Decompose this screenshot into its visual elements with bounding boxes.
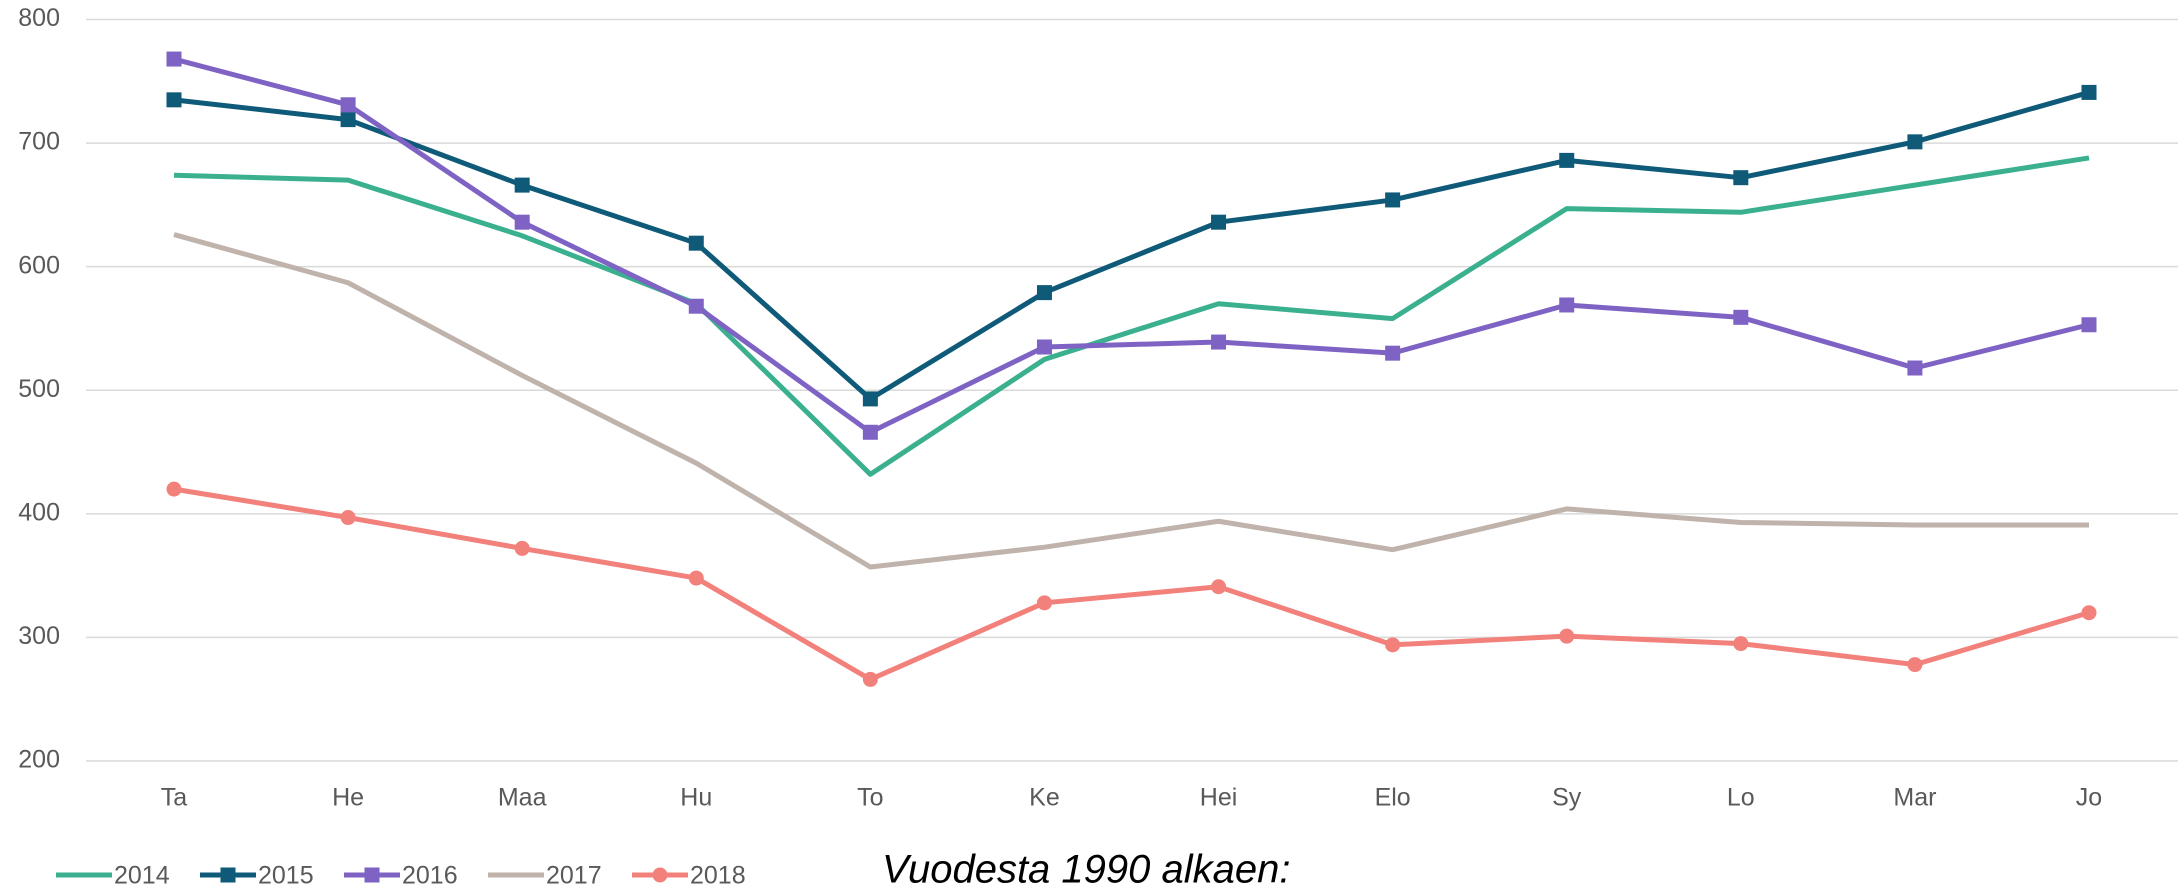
- marker: [220, 867, 236, 883]
- x-tick-label: Hei: [1200, 784, 1238, 812]
- x-tick-label: To: [857, 784, 883, 812]
- series-line: [173, 486, 2090, 682]
- marker: [1385, 192, 1401, 208]
- legend-label: 2015: [258, 862, 314, 889]
- marker: [1211, 334, 1227, 350]
- series-line: [173, 56, 2090, 435]
- x-tick-label: Ke: [1029, 784, 1060, 812]
- marker: [862, 391, 878, 407]
- series-line: [173, 232, 2089, 570]
- legend-label: 2017: [546, 862, 602, 889]
- legend-label: 2016: [402, 862, 458, 889]
- marker: [1036, 595, 1052, 611]
- x-tick-label: Sy: [1552, 784, 1582, 812]
- marker: [1211, 579, 1227, 595]
- marker: [1385, 345, 1401, 361]
- marker: [688, 235, 704, 251]
- marker: [364, 867, 380, 883]
- series-line: [173, 90, 2090, 402]
- marker: [1559, 152, 1575, 168]
- marker: [166, 51, 182, 67]
- x-tick-label: Lo: [1727, 784, 1755, 812]
- marker: [514, 177, 530, 193]
- marker: [340, 510, 356, 526]
- x-tick-label: Jo: [2076, 784, 2102, 812]
- marker: [1036, 339, 1052, 355]
- y-tick-label: 300: [18, 622, 60, 650]
- y-tick-label: 800: [18, 4, 60, 32]
- marker: [862, 671, 878, 687]
- marker: [340, 112, 356, 128]
- marker: [340, 97, 356, 113]
- y-tick-label: 500: [18, 375, 60, 403]
- marker: [514, 214, 530, 230]
- y-tick-label: 400: [18, 498, 60, 526]
- legend-label: 2014: [114, 862, 170, 889]
- marker: [1733, 309, 1749, 325]
- y-tick-label: 600: [18, 251, 60, 279]
- x-tick-label: Mar: [1893, 784, 1936, 812]
- series-line: [173, 155, 2090, 477]
- marker: [1036, 285, 1052, 301]
- marker: [862, 424, 878, 440]
- marker: [1907, 134, 1923, 150]
- marker: [166, 92, 182, 108]
- marker: [652, 867, 668, 883]
- marker: [1559, 628, 1575, 644]
- y-tick-label: 200: [18, 746, 60, 774]
- x-tick-label: Maa: [498, 784, 547, 812]
- annotation: Vuodesta 1990 alkaen:: [882, 848, 1291, 889]
- x-tick-label: Ta: [161, 784, 188, 812]
- marker: [1907, 657, 1923, 673]
- marker: [2081, 317, 2097, 333]
- marker: [688, 570, 704, 586]
- marker: [2081, 84, 2097, 100]
- marker: [1733, 636, 1749, 652]
- y-tick-label: 700: [18, 128, 60, 156]
- marker: [1907, 360, 1923, 376]
- x-tick-label: He: [332, 784, 364, 812]
- x-tick-label: Hu: [680, 784, 712, 812]
- marker: [1559, 297, 1575, 313]
- marker: [514, 540, 530, 556]
- marker: [1733, 170, 1749, 186]
- marker: [1211, 214, 1227, 230]
- marker: [166, 481, 182, 497]
- marker: [1385, 637, 1401, 653]
- marker: [688, 298, 704, 314]
- x-tick-label: Elo: [1375, 784, 1411, 812]
- legend-label: 2018: [690, 862, 746, 889]
- marker: [2081, 605, 2097, 621]
